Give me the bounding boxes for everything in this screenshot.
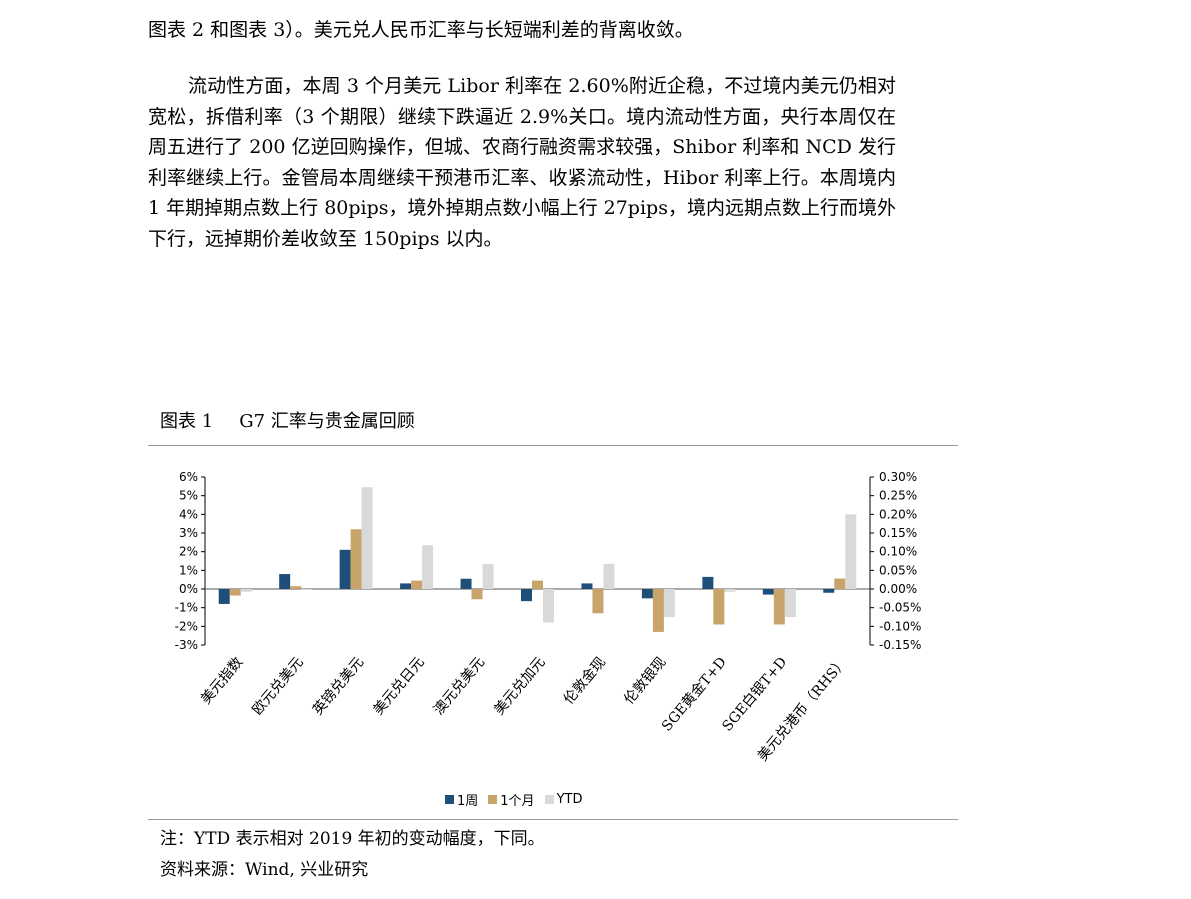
bar-chart: 6% 5% 4% 3% 2% 1% 0% -1% -2% -3% 0.30% 0.25% 0.20% 0.…: [175, 470, 922, 764]
x-category-label: 英镑兑美元: [309, 654, 367, 719]
y-tick-label-right: -0.10%: [879, 619, 921, 633]
bar-ytd: [301, 589, 313, 590]
x-category-label: 美元兑加元: [491, 654, 548, 718]
legend-item-week: 1周: [445, 790, 478, 809]
legend-item-ytd: YTD: [544, 792, 583, 807]
y-tick-label-right: 0.20%: [879, 507, 917, 521]
bar-month: [532, 580, 543, 589]
chart-legend: 1周 1个月 YTD: [445, 790, 582, 809]
y-tick-label-left: 1%: [179, 563, 198, 577]
y-tick-label-left: 4%: [179, 507, 198, 521]
figure-bottom-rule: [148, 819, 958, 820]
bar-month: [411, 580, 423, 589]
y-tick-label-right: 0.00%: [879, 582, 917, 596]
y-tick-label-right: 0.25%: [879, 489, 917, 503]
figure-label: 图表 1: [160, 411, 214, 432]
bar-month: [713, 589, 725, 625]
bar-ytd: [361, 487, 373, 589]
bar-ytd: [603, 563, 615, 589]
y-tick-label-left: -3%: [175, 638, 198, 652]
y-tick-label-right: -0.15%: [879, 638, 921, 652]
legend-swatch-week: [445, 795, 454, 804]
y-tick-label-right: 0.05%: [879, 563, 917, 577]
y-tick-label-left: -1%: [175, 601, 198, 615]
bar-week: [581, 583, 593, 589]
y-tick-label-left: 6%: [179, 470, 198, 484]
bar-month: [773, 589, 785, 625]
bar-month: [471, 589, 483, 600]
chart-area: 6% 5% 4% 3% 2% 1% 0% -1% -2% -3% 0.30% 0.25% 0.20% 0.…: [148, 445, 958, 819]
bar-ytd: [724, 589, 736, 592]
bar-ytd: [845, 514, 857, 589]
x-category-label: SGE白银T+D: [719, 654, 790, 734]
y-tick-label-left: 5%: [179, 489, 198, 503]
bar-ytd: [422, 545, 434, 589]
bar-month: [834, 578, 846, 589]
legend-label-ytd: YTD: [556, 792, 583, 807]
paragraph-liquidity: 流动性方面，本周 3 个月美元 Libor 利率在 2.60%附近企稳，不过境内…: [148, 75, 896, 250]
x-category-label: SGE黄金T+D: [658, 654, 730, 735]
bar-ytd: [482, 563, 494, 589]
bar-week: [339, 549, 351, 589]
y-tick-label-right: -0.05%: [879, 601, 921, 615]
figure-title: 图表 1 G7 汇率与贵金属回顾: [160, 407, 415, 433]
legend-swatch-ytd: [544, 795, 554, 804]
legend-label-week: 1周: [457, 794, 479, 809]
bar-week: [460, 578, 472, 589]
x-category-label: 伦敦金现: [561, 654, 609, 707]
y-tick-label-right: 0.30%: [879, 470, 917, 484]
bar-week: [823, 589, 835, 593]
legend-item-month: 1个月: [488, 790, 535, 809]
legend-label-month: 1个月: [500, 794, 535, 809]
paragraph-top: 图表 2 和图表 3）。美元兑人民币汇率与长短端利差的背离收敛。: [148, 19, 694, 41]
legend-swatch-month: [488, 795, 498, 804]
bar-ytd: [663, 589, 675, 617]
bar-ytd: [240, 589, 252, 592]
bar-ytd: [543, 589, 554, 623]
bar-month: [592, 589, 604, 614]
x-category-label: 美元指数: [198, 654, 246, 707]
bar-month: [290, 586, 302, 589]
figure-top-rule: [148, 445, 958, 446]
bar-month: [652, 589, 664, 632]
bar-week: [641, 589, 653, 599]
bar-month: [229, 589, 241, 596]
x-category-label: 欧元兑美元: [249, 654, 306, 718]
y-tick-label-left: -2%: [175, 619, 198, 633]
bar-week: [762, 589, 774, 595]
y-tick-label-left: 2%: [179, 545, 198, 559]
bar-month: [350, 529, 362, 589]
x-category-label: 澳元兑美元: [431, 654, 488, 718]
x-category-label: 美元兑日元: [370, 654, 427, 718]
x-category-label: 伦敦银现: [621, 654, 669, 707]
bar-week: [218, 589, 230, 604]
y-tick-label-left: 3%: [179, 526, 198, 540]
y-tick-label-right: 0.15%: [879, 526, 917, 540]
figure-caption: G7 汇率与贵金属回顾: [239, 411, 415, 432]
bar-week: [279, 574, 291, 589]
note-source: 资料来源：Wind, 兴业研究: [160, 860, 369, 880]
bar-week: [400, 583, 412, 589]
bar-ytd: [784, 589, 796, 617]
bar-week: [702, 576, 714, 589]
note-ytd: 注：YTD 表示相对 2019 年初的变动幅度，下同。: [160, 829, 545, 849]
y-tick-label-right: 0.10%: [879, 545, 917, 559]
y-tick-label-left: 0%: [179, 582, 198, 596]
bar-week: [521, 589, 532, 602]
